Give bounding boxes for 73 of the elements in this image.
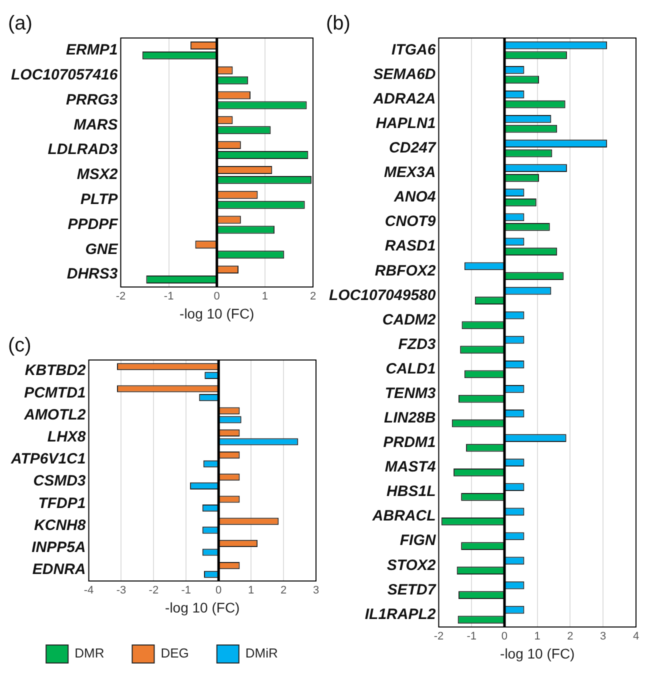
y-tick-label: ATP6V1C1 (10, 450, 86, 468)
x-axis-title: -log 10 (FC) (180, 305, 254, 322)
chart-title: (a) (8, 12, 32, 35)
chart-title: (b) (326, 12, 350, 35)
x-tick-label: 0 (216, 584, 222, 597)
legend-label: DMiR (245, 646, 278, 661)
y-tick-label: CD247 (389, 140, 436, 157)
y-tick-label: MEX3A (384, 164, 436, 182)
x-tick-label: -1 (466, 630, 477, 643)
y-tick-label: PRDM1 (383, 434, 436, 452)
y-tick-label: CNOT9 (384, 213, 436, 230)
x-tick-label: 4 (632, 630, 640, 643)
y-tick-label: RASD1 (384, 238, 436, 255)
y-tick-label: AMOTL2 (23, 406, 86, 424)
y-tick-label: CSMD3 (33, 472, 86, 490)
y-tick-label: KBTBD2 (24, 362, 86, 380)
x-tick-label: 3 (600, 630, 606, 643)
x-tick-label: 1 (534, 630, 540, 643)
x-tick-label: 2 (567, 630, 574, 643)
y-tick-label: MSX2 (76, 166, 118, 184)
y-tick-label: CADM2 (382, 311, 436, 328)
x-tick-label: -1 (164, 290, 174, 303)
x-tick-label: -2 (148, 584, 159, 597)
x-axis-title: -log 10 (FC) (165, 599, 240, 616)
y-tick-label: HBS1L (386, 483, 436, 500)
x-tick-label: -1 (181, 584, 192, 597)
x-tick-label: -2 (434, 630, 444, 643)
x-tick-label: 1 (248, 584, 254, 597)
y-tick-label: PRRG3 (66, 91, 118, 108)
y-tick-label: LIN28B (384, 410, 436, 427)
x-tick-label: -3 (116, 584, 126, 597)
y-tick-label: PCMTD1 (24, 384, 86, 402)
legend-label: DEG (160, 646, 189, 661)
y-tick-label: KCNH8 (34, 516, 86, 534)
y-tick-label: PLTP (80, 190, 119, 208)
x-tick-label: 0 (501, 630, 508, 643)
x-axis-title: -log 10 (FC) (500, 645, 575, 662)
y-tick-label: STOX2 (386, 556, 436, 574)
legend-label: DMR (74, 646, 104, 661)
y-tick-label: TFDP1 (38, 494, 86, 512)
y-tick-label: RBFOX2 (374, 262, 436, 280)
y-tick-label: DHRS3 (66, 266, 118, 283)
x-tick-label: 0 (214, 290, 220, 303)
x-tick-label: 2 (310, 290, 316, 303)
y-tick-label: LOC107057416 (10, 66, 118, 84)
y-tick-label: LHX8 (47, 428, 86, 446)
y-tick-label: ERMP1 (66, 42, 118, 59)
y-tick-label: SEMA6D (373, 66, 436, 83)
x-tick-label: 2 (280, 584, 287, 597)
x-tick-label: -2 (116, 290, 126, 303)
x-tick-label: -4 (84, 584, 94, 597)
y-tick-label: FIGN (400, 532, 437, 550)
x-tick-label: 3 (312, 584, 320, 597)
y-tick-label: TENM3 (384, 384, 436, 402)
y-tick-label: MARS (74, 116, 118, 134)
y-tick-label: ITGA6 (392, 41, 436, 58)
y-tick-label: FZD3 (398, 336, 436, 353)
y-tick-label: CALD1 (386, 360, 436, 378)
y-tick-label: GNE (85, 240, 119, 258)
y-tick-label: ABRACL (371, 508, 436, 525)
y-tick-label: SETD7 (387, 581, 436, 598)
y-tick-label: IL1RAPL2 (364, 606, 436, 623)
y-tick-label: ADRA2A (372, 90, 436, 108)
y-tick-label: EDNRA (32, 561, 86, 578)
y-tick-label: HAPLN1 (376, 115, 436, 132)
y-tick-label: INPP5A (32, 538, 86, 556)
y-tick-label: PPDPF (68, 216, 119, 233)
x-tick-label: 1 (262, 290, 268, 303)
chart-title: (c) (8, 334, 32, 357)
y-tick-label: MAST4 (384, 458, 436, 476)
y-tick-label: ANO4 (393, 188, 436, 206)
y-tick-label: LOC107049580 (328, 286, 436, 304)
y-tick-label: LDLRAD3 (48, 141, 118, 158)
